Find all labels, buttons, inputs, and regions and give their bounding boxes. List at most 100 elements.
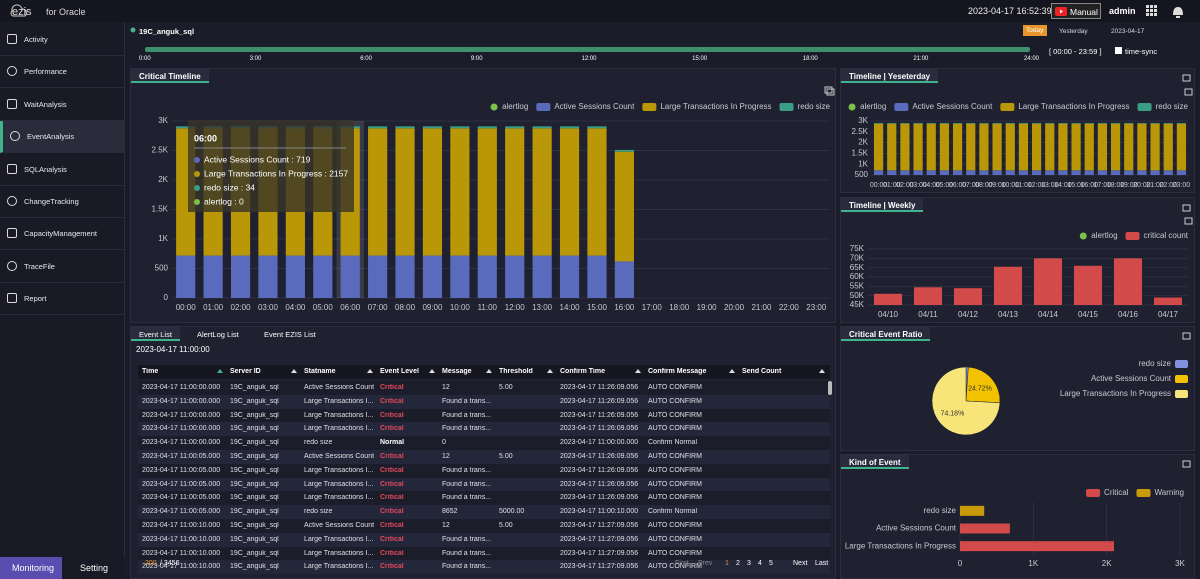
cell: 19C_anguk_sql xyxy=(230,425,279,433)
menu-item[interactable]: CapacityManagement xyxy=(0,218,125,251)
cell: 19C_anguk_sql xyxy=(230,466,279,474)
column-header[interactable]: Server ID xyxy=(230,368,261,375)
sort-arrow xyxy=(547,369,553,373)
column-header[interactable]: Message xyxy=(442,368,472,375)
page-number[interactable]: 5 xyxy=(769,560,773,567)
page-number[interactable]: 3 xyxy=(747,560,751,567)
pager-button[interactable]: First xyxy=(675,560,689,567)
menu-icon xyxy=(7,293,17,304)
column-header[interactable]: Time xyxy=(142,368,159,375)
cell: 2023-04-17 11:00:00.000 xyxy=(142,425,221,433)
page-number[interactable]: 4 xyxy=(758,560,762,567)
monitoring-tab[interactable]: Monitoring xyxy=(0,557,62,579)
cell: 2023-04-17 11:26:09.056 xyxy=(560,466,639,474)
server-dot xyxy=(130,27,136,33)
cell: 2023-04-17 11:26:09.056 xyxy=(560,480,639,488)
pager-button[interactable]: Last xyxy=(815,560,829,567)
setting-tab[interactable]: Setting xyxy=(62,557,125,579)
sync-checkbox[interactable] xyxy=(1115,47,1122,54)
menu-item[interactable]: ChangeTracking xyxy=(0,186,125,218)
cell: 2023-04-17 11:00:05.000 xyxy=(142,453,221,460)
menu-item[interactable]: WaitAnalysis xyxy=(0,89,125,121)
cell: 19C_anguk_sql xyxy=(230,384,279,391)
panel-title: Critical Event Ratio xyxy=(841,327,931,341)
cell: AUTO CONFIRM xyxy=(648,411,702,419)
cell: 2023-04-17 11:00:10.000 xyxy=(142,563,221,571)
cell: 2023-04-17 11:00:00.000 xyxy=(142,411,221,419)
cell: Found a trans... xyxy=(442,480,492,488)
column-header[interactable]: Send Count xyxy=(742,368,782,375)
column-header[interactable]: Event Level xyxy=(380,368,419,375)
user[interactable]: admin xyxy=(1109,6,1136,16)
pager-button[interactable]: Next xyxy=(793,560,808,567)
today-button[interactable]: Today xyxy=(1023,25,1047,36)
tab[interactable]: Event EZIS List xyxy=(264,330,316,339)
date-picker[interactable]: 2023-04-17 xyxy=(1111,28,1145,35)
row-bg xyxy=(138,381,830,395)
cell: AUTO CONFIRM xyxy=(648,453,702,460)
sort-arrow xyxy=(819,369,825,373)
cell: Found a trans... xyxy=(442,494,492,502)
menu-icon xyxy=(7,163,17,174)
cell: 19C_anguk_sql xyxy=(230,508,279,516)
panel-title: Timeline | Yeseterday xyxy=(841,69,939,83)
menu-item[interactable]: Performance xyxy=(0,56,125,89)
range: [ 00:00 - 23:59 ] xyxy=(1049,47,1102,56)
row-bg xyxy=(138,532,830,547)
cell: Critical xyxy=(380,480,404,488)
sidebar: Activity Performance WaitAnalysis EventAnal… xyxy=(0,22,125,557)
cell: Found a trans... xyxy=(442,563,492,571)
cell: 12 xyxy=(442,453,450,460)
column-header[interactable]: Threshold xyxy=(499,368,533,375)
row-bg xyxy=(138,394,830,409)
menu-item[interactable]: Activity xyxy=(0,24,125,56)
menu-item[interactable]: SQLAnalysis xyxy=(0,154,125,186)
row-bg xyxy=(138,450,830,464)
cell: AUTO CONFIRM xyxy=(648,384,702,391)
cell: 2023-04-17 11:26:09.056 xyxy=(560,425,639,433)
cell: 2023-04-17 11:26:09.056 xyxy=(560,453,639,460)
menu-item[interactable]: EventAnalysis xyxy=(0,121,125,154)
sort-arrow xyxy=(429,369,435,373)
column-header[interactable]: Confirm Time xyxy=(560,368,605,375)
menu-icon xyxy=(7,34,17,44)
page-number[interactable]: 2 xyxy=(736,560,740,567)
time-tick: 3:00 xyxy=(249,56,262,62)
menu-item[interactable]: Report xyxy=(0,283,125,316)
page-number[interactable]: 1 xyxy=(725,560,729,567)
header-icons[interactable] xyxy=(1146,5,1191,18)
cell: 2023-04-17 11:00:00.000 xyxy=(560,439,639,447)
cell: 19C_anguk_sql xyxy=(230,397,279,405)
cell: 2023-04-17 11:27:09.056 xyxy=(560,535,639,543)
cell: Large Transactions I... xyxy=(304,425,374,433)
event-time: 2023-04-17 11:00:00 xyxy=(136,345,210,354)
cell: Large Transactions I... xyxy=(304,494,374,502)
cell: 2023-04-17 11:00:05.000 xyxy=(142,508,221,516)
column-header[interactable]: Statname xyxy=(304,368,336,375)
cell: 2023-04-17 11:00:05.000 xyxy=(142,480,221,488)
row-bg xyxy=(138,519,830,533)
cell: 2023-04-17 11:00:10.000 xyxy=(142,522,221,529)
time-tick: 15:00 xyxy=(692,56,708,62)
cell: 19C_anguk_sql xyxy=(230,480,279,488)
pager-button[interactable]: Prev xyxy=(698,560,713,567)
cell: 2023-04-17 11:00:05.000 xyxy=(142,494,221,502)
cell: AUTO CONFIRM xyxy=(648,494,702,502)
tab[interactable]: AlertLog List xyxy=(197,330,239,339)
menu-icon xyxy=(7,260,17,271)
cell: Critical xyxy=(380,384,404,391)
cell: 19C_anguk_sql xyxy=(230,522,279,529)
tab[interactable]: Event List xyxy=(131,327,180,341)
sort-arrow xyxy=(635,369,641,373)
yesterday-button[interactable]: Yesterday xyxy=(1059,28,1088,35)
cell: Active Sessions Count xyxy=(304,384,375,391)
time-slider[interactable] xyxy=(145,47,1030,52)
cell: 2023-04-17 11:26:09.056 xyxy=(560,384,639,391)
cell: 2023-04-17 11:00:05.000 xyxy=(142,466,221,474)
row-bg xyxy=(138,491,830,506)
cell: AUTO CONFIRM xyxy=(648,549,702,557)
manual-button[interactable]: Manual xyxy=(1051,3,1101,19)
column-header[interactable]: Confirm Message xyxy=(648,368,707,375)
menu-item[interactable]: TraceFile xyxy=(0,251,125,283)
